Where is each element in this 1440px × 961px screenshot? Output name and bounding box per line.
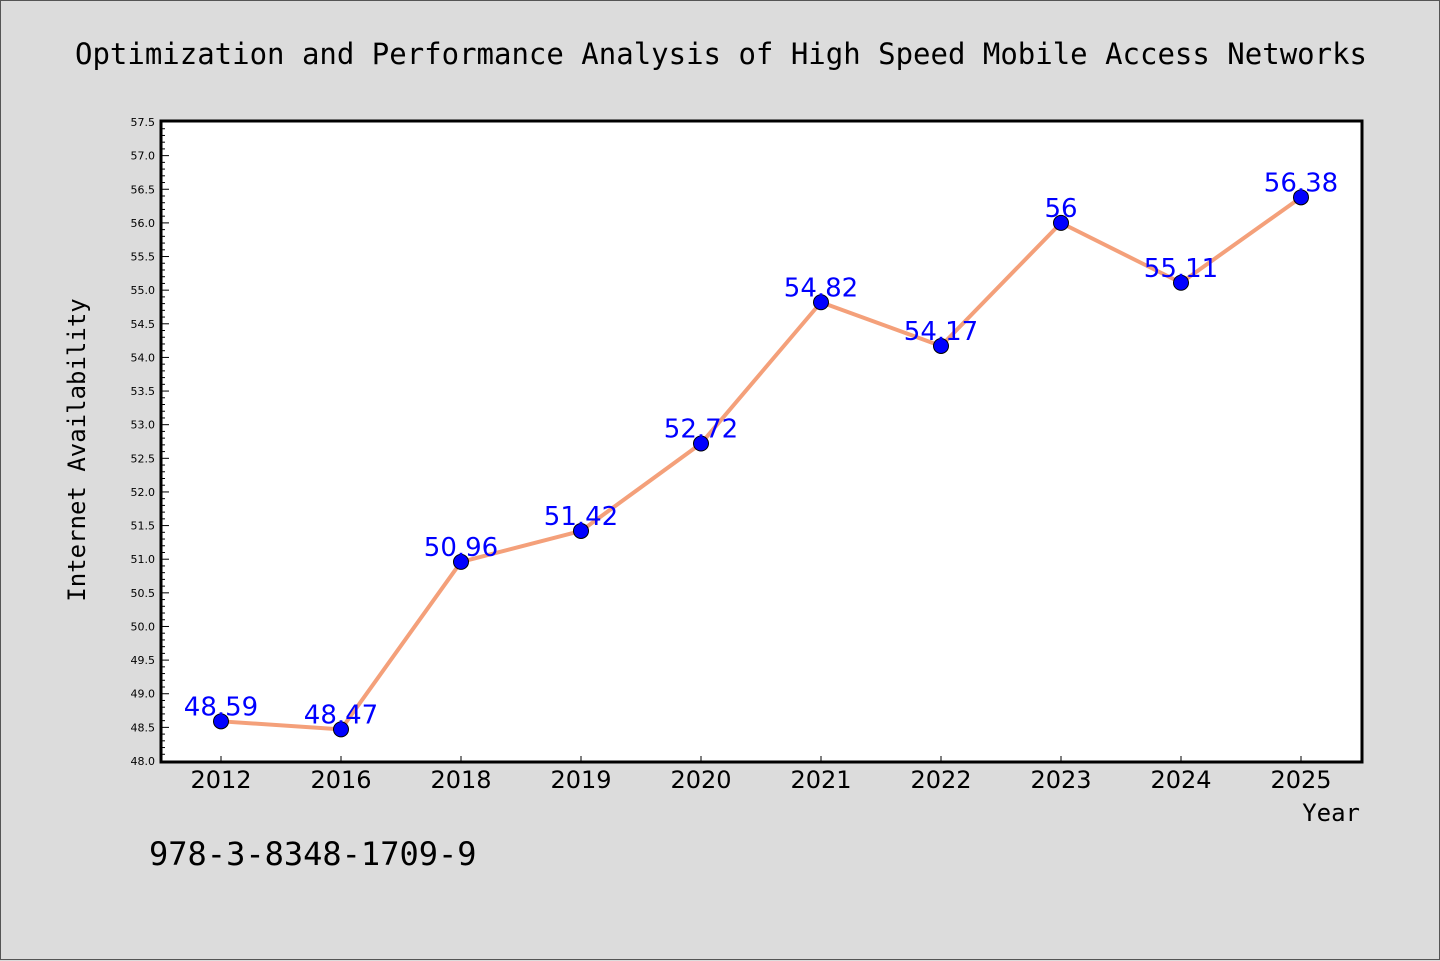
x-tick-label: 2016 <box>310 766 371 794</box>
data-point-marker <box>693 435 709 452</box>
data-point-marker <box>213 713 229 730</box>
y-tick-label: 50.5 <box>131 587 156 600</box>
y-tick-label: 54.5 <box>131 318 156 331</box>
y-tick-label: 48.0 <box>131 755 156 768</box>
series-line-group <box>213 189 1309 738</box>
series-line <box>220 195 1303 732</box>
data-label: 48.59 <box>184 692 258 722</box>
y-tick-label: 57.5 <box>131 116 156 129</box>
x-tick-label: 2024 <box>1150 766 1211 794</box>
data-label: 50.96 <box>424 533 498 563</box>
data-point-marker <box>1053 214 1069 231</box>
chart-title: Optimization and Performance Analysis of… <box>75 37 1367 71</box>
y-axis-title: Internet Availability <box>63 298 91 601</box>
data-point-marker <box>573 522 589 539</box>
data-label: 51.42 <box>544 502 618 532</box>
y-tick-label: 55.5 <box>131 251 156 264</box>
data-point-marker <box>813 294 829 311</box>
x-axis: 2012 2016 2018 2019 2020 2021 2022 2023 2024 2025 <box>190 756 1332 794</box>
plot-area <box>161 121 1362 762</box>
data-point-marker <box>453 553 469 570</box>
data-label: 55.11 <box>1144 254 1218 284</box>
data-point-marker <box>1293 189 1309 206</box>
y-tick-label: 51.5 <box>131 520 156 533</box>
x-tick-label: 2025 <box>1270 766 1331 794</box>
x-tick-label: 2012 <box>190 766 251 794</box>
y-tick-label: 54.0 <box>131 351 156 364</box>
data-label: 56.38 <box>1264 168 1338 198</box>
data-label: 54.17 <box>904 317 978 347</box>
y-tick-label: 52.0 <box>131 486 156 499</box>
y-tick-label: 56.0 <box>131 217 156 230</box>
data-label: 54.82 <box>784 273 858 303</box>
y-tick-label: 57.0 <box>131 150 156 163</box>
y-tick-label: 55.0 <box>131 284 156 297</box>
x-tick-label: 2022 <box>910 766 971 794</box>
y-tick-label: 49.0 <box>131 688 156 701</box>
y-tick-label: 53.0 <box>131 419 156 432</box>
x-tick-label: 2019 <box>550 766 611 794</box>
plot-border <box>159 119 1364 764</box>
isbn-text: 978-3-8348-1709-9 <box>149 835 477 873</box>
x-tick-label: 2018 <box>430 766 491 794</box>
y-tick-label: 48.5 <box>131 721 156 734</box>
x-tick-label: 2021 <box>790 766 851 794</box>
y-tick-label: 49.5 <box>131 654 156 667</box>
x-tick-label: 2023 <box>1030 766 1091 794</box>
data-point-marker <box>933 337 949 354</box>
y-tick-label: 56.5 <box>131 183 156 196</box>
x-tick-label: 2020 <box>670 766 731 794</box>
y-tick-label: 53.5 <box>131 385 156 398</box>
data-label: 48.47 <box>304 700 378 730</box>
data-label: 52.72 <box>664 415 738 445</box>
x-axis-title: Year <box>1302 799 1360 827</box>
y-tick-label: 52.5 <box>131 452 156 465</box>
y-tick-label: 51.0 <box>131 553 156 566</box>
data-point-marker <box>333 721 349 738</box>
data-point-marker <box>1173 274 1189 291</box>
y-tick-label: 50.0 <box>131 620 156 633</box>
data-label: 56 <box>1044 194 1077 224</box>
data-labels-group: 48.59 48.47 50.96 51.42 52.72 54.82 54.17 56 55.… <box>184 168 1338 730</box>
